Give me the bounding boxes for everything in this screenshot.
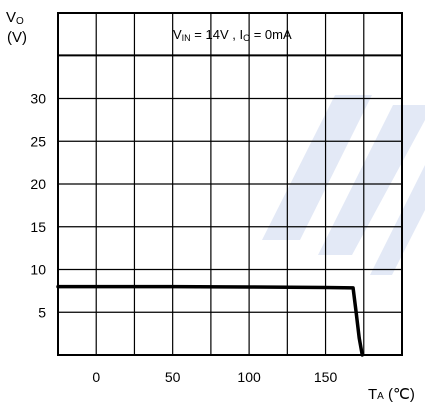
watermark-stripe [370, 165, 425, 275]
series [56, 284, 364, 357]
y-axis-label: VO [6, 9, 24, 27]
condition-text: VIN = 14V , IO = 0mA [173, 27, 292, 43]
grid [58, 13, 402, 355]
y-axis-unit: (V) [7, 29, 27, 46]
y-tick-label: 10 [30, 262, 46, 278]
x-tick-label: 0 [92, 369, 100, 385]
x-tick-label: 100 [237, 369, 261, 385]
y-axis-title: VO (V) [6, 9, 27, 46]
x-tick-label: 50 [165, 369, 181, 385]
y-tick-label: 5 [38, 304, 46, 320]
output-voltage-curve [56, 284, 364, 357]
y-tick-label: 25 [30, 133, 46, 149]
y-tick-label: 20 [30, 176, 46, 192]
x-axis-label: TA (℃) [368, 386, 415, 403]
watermark-logo [262, 95, 425, 275]
y-tick-labels: 5 10 15 20 25 30 [30, 91, 46, 321]
x-tick-label: 150 [314, 369, 338, 385]
y-tick-label: 30 [30, 91, 46, 107]
watermark-stripe [262, 95, 372, 240]
watermark-stripe [318, 105, 425, 255]
x-axis-title: TA (℃) [368, 386, 415, 403]
plot-frame [57, 12, 403, 356]
x-tick-labels: 0 50 100 150 [92, 369, 337, 385]
y-tick-label: 15 [30, 219, 46, 235]
condition-label: VIN = 14V , IO = 0mA [173, 27, 292, 43]
